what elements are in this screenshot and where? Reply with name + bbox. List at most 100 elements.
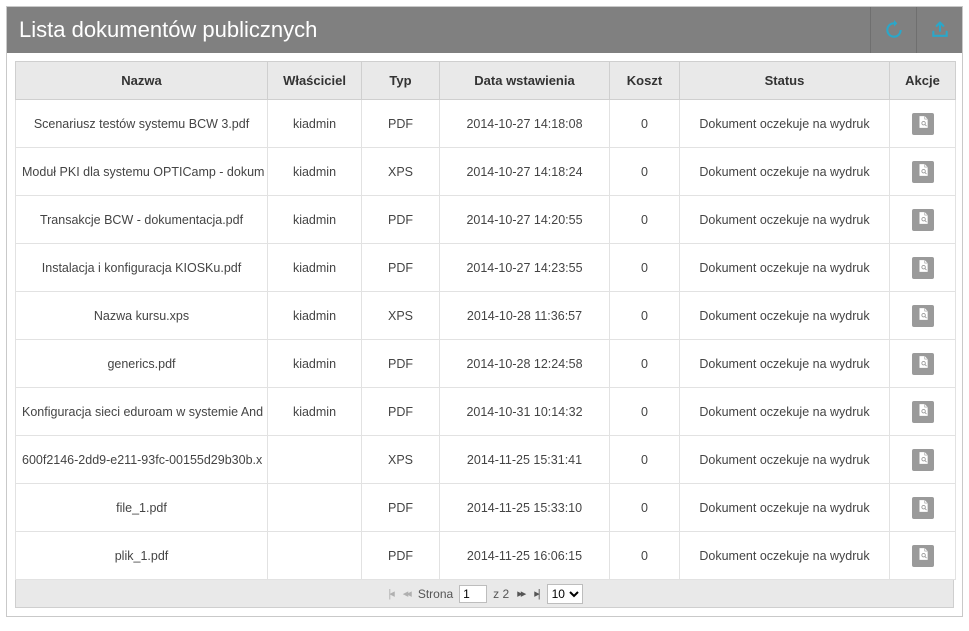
cell-cost: 0 (610, 388, 680, 436)
preview-button[interactable] (912, 401, 934, 423)
preview-button[interactable] (912, 353, 934, 375)
upload-icon (930, 20, 950, 40)
panel-title: Lista dokumentów publicznych (19, 17, 870, 43)
cell-type: PDF (362, 484, 440, 532)
col-header-name[interactable]: Nazwa (16, 62, 268, 100)
cell-status: Dokument oczekuje na wydruk (680, 484, 890, 532)
document-search-icon (916, 163, 930, 180)
cell-cost: 0 (610, 292, 680, 340)
documents-panel: Lista dokumentów publicznych Nazwa Właśc… (6, 6, 963, 617)
table-row[interactable]: Instalacja i konfiguracja KIOSKu.pdfkiad… (16, 244, 956, 292)
cell-cost: 0 (610, 196, 680, 244)
col-header-actions[interactable]: Akcje (890, 62, 956, 100)
cell-status: Dokument oczekuje na wydruk (680, 244, 890, 292)
cell-status: Dokument oczekuje na wydruk (680, 292, 890, 340)
table-row[interactable]: 600f2146-2dd9-e211-93fc-00155d29b30b.x XP… (16, 436, 956, 484)
cell-name: plik_1.pdf (16, 532, 268, 580)
document-search-icon (916, 115, 930, 132)
cell-type: XPS (362, 436, 440, 484)
cell-date: 2014-11-25 15:31:41 (440, 436, 610, 484)
pager: |◂ ◂◂ Strona z 2 ▸▸ ▸| 10 (15, 580, 954, 608)
preview-button[interactable] (912, 161, 934, 183)
cell-actions (890, 100, 956, 148)
col-header-cost[interactable]: Koszt (610, 62, 680, 100)
table-row[interactable]: Scenariusz testów systemu BCW 3.pdfkiadm… (16, 100, 956, 148)
cell-date: 2014-10-27 14:23:55 (440, 244, 610, 292)
cell-actions (890, 292, 956, 340)
table-container: Nazwa Właściciel Typ Data wstawienia Kos… (7, 53, 962, 616)
cell-name: Scenariusz testów systemu BCW 3.pdf (16, 100, 268, 148)
table-row[interactable]: Nazwa kursu.xpskiadminXPS2014-10-28 11:3… (16, 292, 956, 340)
cell-status: Dokument oczekuje na wydruk (680, 196, 890, 244)
table-row[interactable]: file_1.pdfPDF2014-11-25 15:33:100Dokumen… (16, 484, 956, 532)
cell-owner: kiadmin (268, 196, 362, 244)
table-row[interactable]: plik_1.pdfPDF2014-11-25 16:06:150Dokumen… (16, 532, 956, 580)
preview-button[interactable] (912, 209, 934, 231)
cell-owner: kiadmin (268, 100, 362, 148)
cell-type: PDF (362, 100, 440, 148)
pager-prev[interactable]: ◂◂ (401, 587, 412, 600)
documents-table: Nazwa Właściciel Typ Data wstawienia Kos… (15, 61, 956, 580)
preview-button[interactable] (912, 257, 934, 279)
pager-last[interactable]: ▸| (532, 587, 540, 600)
upload-button[interactable] (916, 7, 962, 53)
cell-name: Konfiguracja sieci eduroam w systemie An… (16, 388, 268, 436)
cell-cost: 0 (610, 100, 680, 148)
cell-cost: 0 (610, 532, 680, 580)
cell-date: 2014-11-25 15:33:10 (440, 484, 610, 532)
cell-status: Dokument oczekuje na wydruk (680, 340, 890, 388)
table-row[interactable]: generics.pdfkiadminPDF2014-10-28 12:24:5… (16, 340, 956, 388)
preview-button[interactable] (912, 305, 934, 327)
preview-button[interactable] (912, 497, 934, 519)
cell-owner: kiadmin (268, 148, 362, 196)
document-search-icon (916, 499, 930, 516)
pager-first[interactable]: |◂ (386, 587, 394, 600)
preview-button[interactable] (912, 113, 934, 135)
cell-date: 2014-11-25 16:06:15 (440, 532, 610, 580)
col-header-date[interactable]: Data wstawienia (440, 62, 610, 100)
pager-next[interactable]: ▸▸ (515, 587, 526, 600)
cell-actions (890, 196, 956, 244)
document-search-icon (916, 211, 930, 228)
pager-page-input[interactable] (459, 585, 487, 603)
col-header-status[interactable]: Status (680, 62, 890, 100)
cell-date: 2014-10-28 11:36:57 (440, 292, 610, 340)
pager-page-label: Strona (418, 587, 453, 601)
cell-owner: kiadmin (268, 244, 362, 292)
preview-button[interactable] (912, 545, 934, 567)
cell-name: 600f2146-2dd9-e211-93fc-00155d29b30b.x (16, 436, 268, 484)
table-row[interactable]: Konfiguracja sieci eduroam w systemie An… (16, 388, 956, 436)
cell-date: 2014-10-28 12:24:58 (440, 340, 610, 388)
document-search-icon (916, 259, 930, 276)
cell-actions (890, 532, 956, 580)
cell-name: Nazwa kursu.xps (16, 292, 268, 340)
cell-date: 2014-10-27 14:18:24 (440, 148, 610, 196)
cell-date: 2014-10-27 14:18:08 (440, 100, 610, 148)
preview-button[interactable] (912, 449, 934, 471)
col-header-owner[interactable]: Właściciel (268, 62, 362, 100)
cell-owner: kiadmin (268, 340, 362, 388)
document-search-icon (916, 403, 930, 420)
cell-cost: 0 (610, 244, 680, 292)
table-row[interactable]: Transakcje BCW - dokumentacja.pdfkiadmin… (16, 196, 956, 244)
cell-type: XPS (362, 292, 440, 340)
cell-type: PDF (362, 196, 440, 244)
cell-actions (890, 340, 956, 388)
cell-cost: 0 (610, 340, 680, 388)
col-header-type[interactable]: Typ (362, 62, 440, 100)
cell-status: Dokument oczekuje na wydruk (680, 532, 890, 580)
cell-cost: 0 (610, 484, 680, 532)
pager-size-select[interactable]: 10 (547, 584, 583, 604)
cell-actions (890, 244, 956, 292)
refresh-button[interactable] (870, 7, 916, 53)
cell-type: XPS (362, 148, 440, 196)
cell-owner (268, 532, 362, 580)
cell-actions (890, 484, 956, 532)
cell-type: PDF (362, 340, 440, 388)
pager-total-label: z 2 (493, 587, 509, 601)
table-row[interactable]: Moduł PKI dla systemu OPTICamp - dokumki… (16, 148, 956, 196)
cell-name: Instalacja i konfiguracja KIOSKu.pdf (16, 244, 268, 292)
cell-name: Moduł PKI dla systemu OPTICamp - dokum (16, 148, 268, 196)
cell-actions (890, 388, 956, 436)
cell-type: PDF (362, 388, 440, 436)
